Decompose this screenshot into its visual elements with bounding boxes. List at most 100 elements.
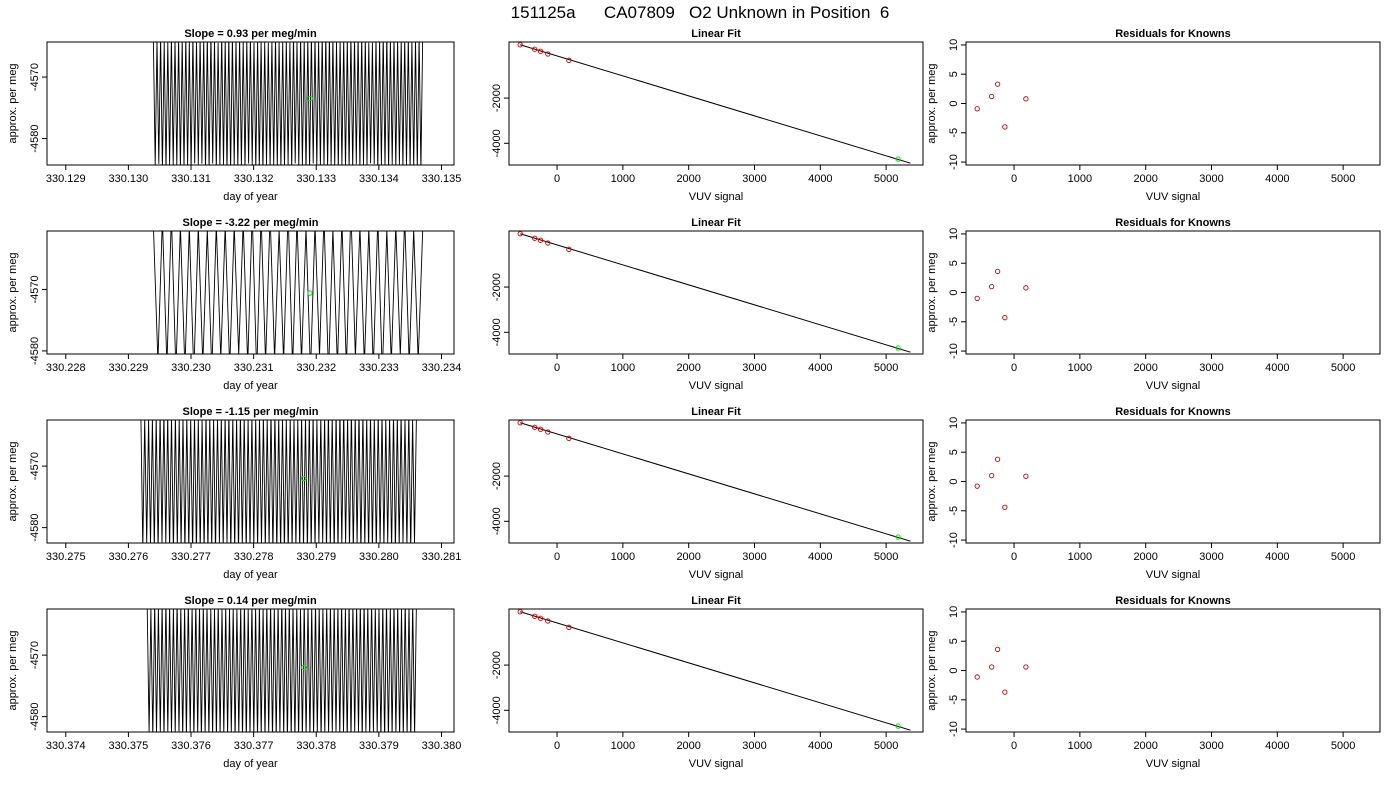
x-tick-label: 4000 (808, 362, 832, 374)
x-axis-label: day of year (223, 191, 278, 203)
y-tick-label: 0 (948, 100, 960, 106)
x-axis-label: day of year (223, 758, 278, 770)
panel-title: Residuals for Knowns (1115, 217, 1231, 229)
y-tick-label: 10 (948, 417, 960, 429)
panel-3-2: Linear Fit 0 1000 2000 3000 4000 5000 -2000 -400… (491, 406, 924, 581)
x-tick-label: 2000 (1133, 173, 1157, 185)
x-tick-label: 3000 (1199, 740, 1223, 752)
panel-1-2: Linear Fit 0 1000 2000 3000 4000 5000 -2000 -400… (491, 28, 924, 203)
known-point (989, 93, 995, 100)
known-point (1002, 315, 1008, 321)
panel-title: Slope = -3.22 per meg/min (182, 217, 318, 229)
x-tick-label: 3000 (1199, 173, 1223, 185)
y-tick-label: -4580 (29, 703, 41, 731)
plot-frame (965, 419, 1381, 544)
x-tick-label: 5000 (1331, 173, 1355, 185)
plot-area (517, 420, 911, 542)
x-tick-label: 330.132 (234, 173, 274, 185)
x-axis-label: VUV signal (1146, 191, 1200, 203)
y-tick-label: -5 (948, 695, 960, 705)
x-tick-label: 5000 (874, 173, 898, 185)
plot-area (517, 609, 911, 731)
known-point (974, 106, 980, 112)
panel-1-1: Slope = 0.93 per meg/min 330.129 330.130 33… (7, 28, 461, 203)
x-tick-label: 330.380 (422, 740, 462, 752)
x-tick-label: 330.229 (109, 362, 149, 374)
known-point (989, 664, 995, 670)
x-tick-label: 0 (1011, 551, 1017, 563)
x-axis-label: day of year (223, 380, 278, 392)
y-axis-label: approx. per meg (7, 630, 19, 710)
known-point (517, 420, 523, 426)
panel-title: Slope = 0.93 per meg/min (184, 28, 317, 40)
known-point (566, 57, 572, 63)
x-tick-label: 3000 (742, 551, 766, 563)
known-point (545, 618, 551, 624)
x-tick-label: 330.375 (109, 740, 149, 752)
y-tick-label: -2000 (491, 462, 503, 490)
x-tick-label: 1000 (611, 173, 635, 185)
x-tick-label: 2000 (676, 173, 700, 185)
y-tick-label: -4580 (29, 124, 41, 152)
x-tick-label: 330.133 (296, 173, 336, 185)
x-tick-label: 5000 (874, 551, 898, 563)
unknown-point (307, 290, 313, 296)
unknown-point (895, 534, 901, 540)
known-point (537, 48, 544, 54)
x-tick-label: 1000 (611, 551, 635, 563)
y-tick-label: 5 (948, 71, 960, 77)
known-point (989, 472, 995, 479)
x-tick-label: 5000 (1331, 740, 1355, 752)
y-tick-label: -4580 (29, 514, 41, 542)
panel-title: Residuals for Knowns (1115, 406, 1231, 418)
known-point (1023, 96, 1029, 102)
y-tick-label: -4570 (29, 452, 41, 480)
x-tick-label: 5000 (1331, 551, 1355, 563)
y-tick-label: -5 (948, 128, 960, 138)
x-tick-label: 2000 (676, 740, 700, 752)
page-title: 151125a CA07809 O2 Unknown in Position 6 (510, 3, 890, 22)
plot-area (974, 268, 1029, 321)
y-tick-label: 10 (948, 39, 960, 51)
plot-frame (46, 230, 455, 355)
panel-title: Linear Fit (691, 406, 741, 418)
plot-area (146, 609, 417, 732)
plot-frame (508, 419, 924, 544)
x-tick-label: 4000 (808, 173, 832, 185)
unknown-point (895, 345, 901, 351)
known-point (517, 609, 523, 615)
known-point (974, 295, 980, 302)
x-tick-label: 330.374 (46, 740, 86, 752)
x-axis-label: VUV signal (689, 758, 743, 770)
x-tick-label: 330.276 (109, 551, 149, 563)
panel-4-3: Residuals for Knowns 0 1000 2000 3000 4000 500… (926, 595, 1381, 770)
panel-title: Slope = 0.14 per meg/min (184, 595, 317, 607)
plot-area (974, 81, 1029, 130)
x-tick-label: 330.228 (46, 362, 86, 374)
x-tick-label: 4000 (808, 740, 832, 752)
y-tick-label: -4570 (29, 275, 41, 303)
known-point (1002, 689, 1008, 695)
y-tick-label: -2000 (491, 651, 503, 679)
signal-line (146, 609, 417, 732)
y-axis-label: approx. per meg (7, 441, 19, 521)
y-tick-label: 0 (948, 667, 960, 673)
fit-line (520, 611, 911, 731)
known-point (566, 246, 572, 252)
panel-2-1: Slope = -3.22 per meg/min 330.228 330.229 3… (7, 217, 462, 392)
known-point (545, 429, 551, 435)
x-tick-label: 5000 (1331, 362, 1355, 374)
plot-area (974, 456, 1029, 510)
plot-frame (508, 230, 924, 355)
plot-frame (508, 608, 924, 733)
y-tick-label: -4570 (29, 63, 41, 91)
x-tick-label: 330.232 (296, 362, 336, 374)
y-tick-label: 5 (948, 260, 960, 266)
x-tick-label: 330.234 (422, 362, 462, 374)
x-tick-label: 2000 (1133, 740, 1157, 752)
x-tick-label: 1000 (1068, 740, 1092, 752)
x-tick-label: 2000 (1133, 362, 1157, 374)
y-tick-label: 0 (948, 478, 960, 484)
panel-3-3: Residuals for Knowns 0 1000 2000 3000 4000 500… (926, 406, 1381, 581)
